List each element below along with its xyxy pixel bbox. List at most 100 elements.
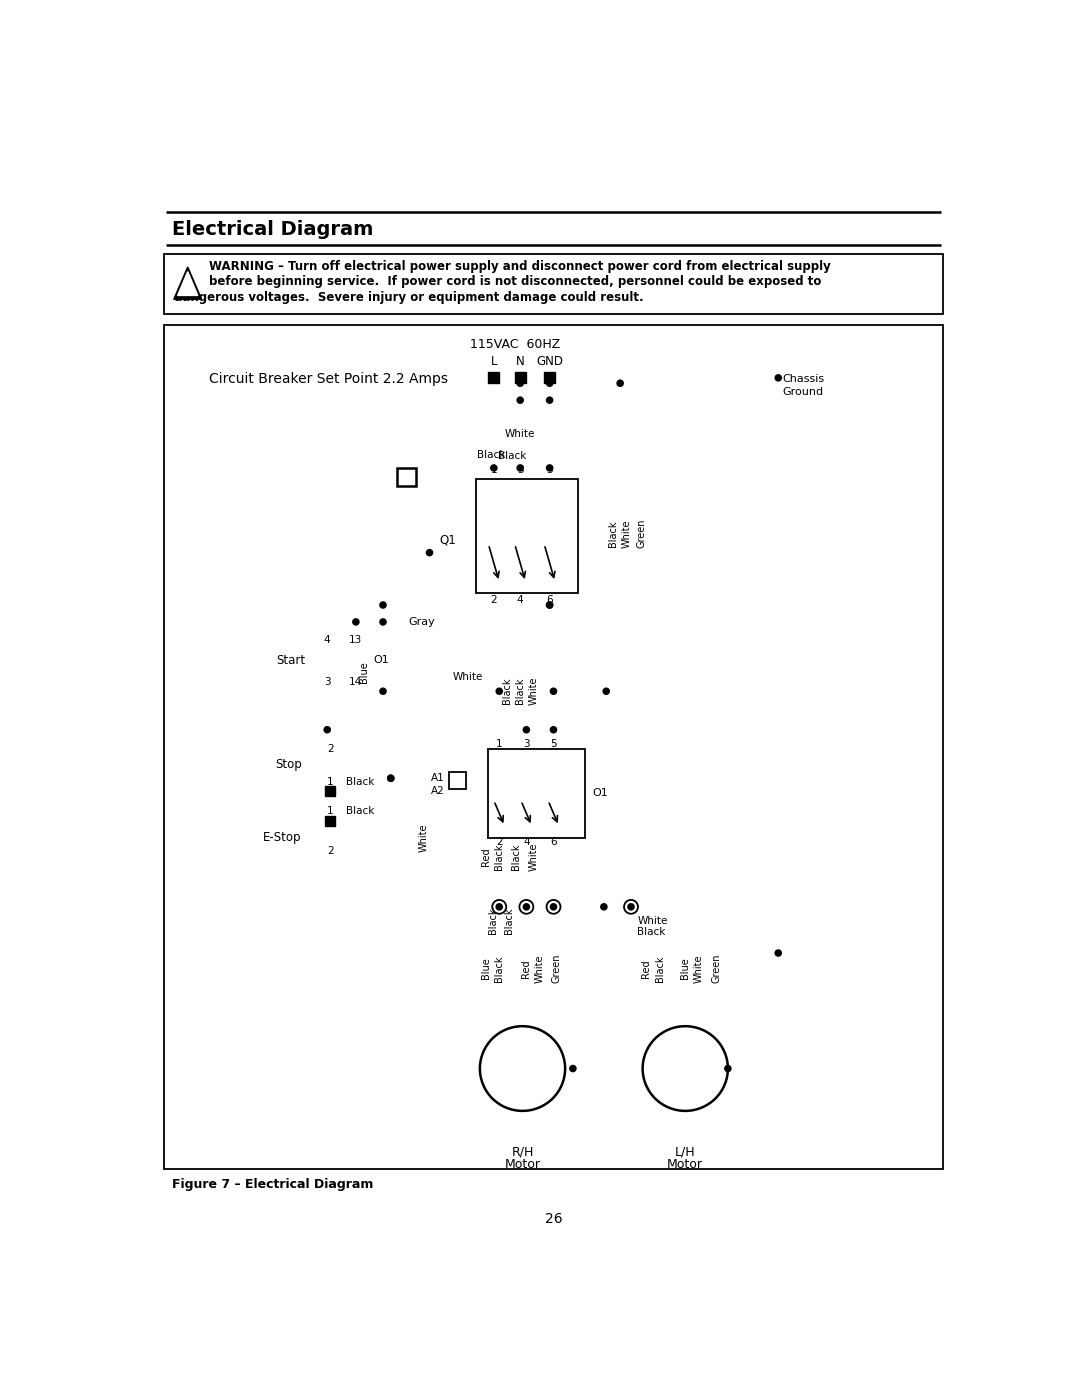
- Circle shape: [490, 465, 497, 471]
- Circle shape: [546, 465, 553, 471]
- Text: 3: 3: [517, 465, 524, 475]
- Circle shape: [546, 380, 553, 387]
- Circle shape: [546, 602, 553, 608]
- Text: M: M: [513, 1055, 532, 1074]
- Text: 3: 3: [523, 739, 529, 749]
- Bar: [488, 373, 499, 383]
- Text: Q1: Q1: [440, 534, 457, 546]
- Circle shape: [496, 689, 502, 694]
- Text: 2: 2: [327, 847, 334, 856]
- Circle shape: [551, 689, 556, 694]
- Text: 13: 13: [349, 634, 363, 644]
- Text: Motor: Motor: [504, 1158, 540, 1171]
- Polygon shape: [177, 271, 198, 295]
- Text: Chassis: Chassis: [782, 373, 824, 384]
- Text: White: White: [622, 520, 632, 548]
- Bar: [476, 479, 578, 594]
- Text: Black: Black: [498, 451, 526, 461]
- Text: 14: 14: [349, 678, 363, 687]
- Text: White: White: [528, 678, 538, 705]
- Text: Black: Black: [495, 956, 504, 982]
- Circle shape: [603, 689, 609, 694]
- Circle shape: [388, 775, 394, 781]
- Text: !: !: [185, 281, 190, 291]
- Circle shape: [546, 397, 553, 404]
- Text: M: M: [676, 1055, 694, 1074]
- Text: 4: 4: [324, 634, 330, 644]
- Text: 2: 2: [496, 837, 502, 847]
- Text: L/H: L/H: [675, 1146, 696, 1158]
- Bar: [164, 326, 943, 1169]
- Circle shape: [380, 619, 387, 624]
- Text: GND: GND: [536, 355, 563, 369]
- Text: Red: Red: [481, 848, 491, 866]
- Text: Black: Black: [503, 908, 514, 935]
- Circle shape: [546, 602, 553, 608]
- Text: White: White: [419, 823, 429, 852]
- Text: Black: Black: [346, 777, 374, 787]
- Circle shape: [480, 1027, 565, 1111]
- Circle shape: [353, 619, 359, 624]
- Text: Blue: Blue: [359, 661, 368, 683]
- Text: Green: Green: [636, 518, 646, 548]
- Text: Black: Black: [515, 678, 525, 704]
- Text: Black: Black: [511, 844, 522, 870]
- Circle shape: [643, 1027, 728, 1111]
- Text: Blue: Blue: [680, 957, 690, 979]
- Text: White: White: [535, 954, 544, 982]
- Text: 1: 1: [327, 777, 334, 787]
- Circle shape: [427, 549, 433, 556]
- Text: Start: Start: [276, 654, 306, 666]
- Text: A2: A2: [431, 787, 445, 796]
- Text: WARNING – Turn off electrical power supply and disconnect power cord from electr: WARNING – Turn off electrical power supp…: [208, 260, 831, 272]
- Circle shape: [492, 900, 507, 914]
- Circle shape: [725, 1066, 731, 1071]
- Polygon shape: [174, 267, 202, 299]
- Bar: [325, 787, 335, 796]
- Text: 6: 6: [550, 837, 557, 847]
- Bar: [164, 254, 943, 314]
- Text: L: L: [490, 355, 497, 369]
- Text: Stop: Stop: [275, 759, 301, 771]
- Text: 5: 5: [546, 465, 553, 475]
- Circle shape: [388, 775, 394, 781]
- Text: Red: Red: [522, 960, 531, 978]
- Text: 5: 5: [550, 739, 557, 749]
- Text: Black: Black: [346, 806, 374, 816]
- Bar: [397, 468, 416, 486]
- Text: Black: Black: [495, 844, 504, 870]
- Text: O1: O1: [374, 655, 389, 665]
- Text: dangerous voltages.  Severe injury or equipment damage could result.: dangerous voltages. Severe injury or equ…: [174, 291, 644, 303]
- Circle shape: [627, 904, 634, 909]
- Text: 6: 6: [546, 595, 553, 605]
- Circle shape: [551, 726, 556, 733]
- Circle shape: [570, 1066, 576, 1071]
- Text: Green: Green: [712, 954, 721, 983]
- Text: Black: Black: [637, 928, 665, 937]
- Circle shape: [600, 904, 607, 909]
- Text: 3: 3: [324, 678, 330, 687]
- Text: N: N: [516, 355, 525, 369]
- Text: White: White: [637, 915, 667, 926]
- Text: Black: Black: [608, 520, 618, 546]
- Text: White: White: [528, 842, 538, 872]
- Text: 2: 2: [490, 595, 497, 605]
- Circle shape: [775, 950, 781, 956]
- Circle shape: [524, 726, 529, 733]
- Circle shape: [496, 904, 502, 909]
- Text: O1: O1: [592, 788, 608, 798]
- Circle shape: [380, 689, 387, 694]
- Text: Black: Black: [477, 450, 505, 460]
- Text: Ground: Ground: [783, 387, 824, 397]
- Text: Circuit Breaker Set Point 2.2 Amps: Circuit Breaker Set Point 2.2 Amps: [210, 373, 448, 387]
- Circle shape: [517, 397, 524, 404]
- Bar: [488, 749, 584, 838]
- Text: 1: 1: [496, 739, 502, 749]
- Circle shape: [380, 602, 387, 608]
- Text: White: White: [454, 672, 484, 682]
- Bar: [449, 773, 465, 789]
- Text: Electrical Diagram: Electrical Diagram: [172, 219, 374, 239]
- Text: 1~: 1~: [513, 1076, 531, 1088]
- Text: Black: Black: [654, 956, 664, 982]
- Circle shape: [524, 904, 529, 909]
